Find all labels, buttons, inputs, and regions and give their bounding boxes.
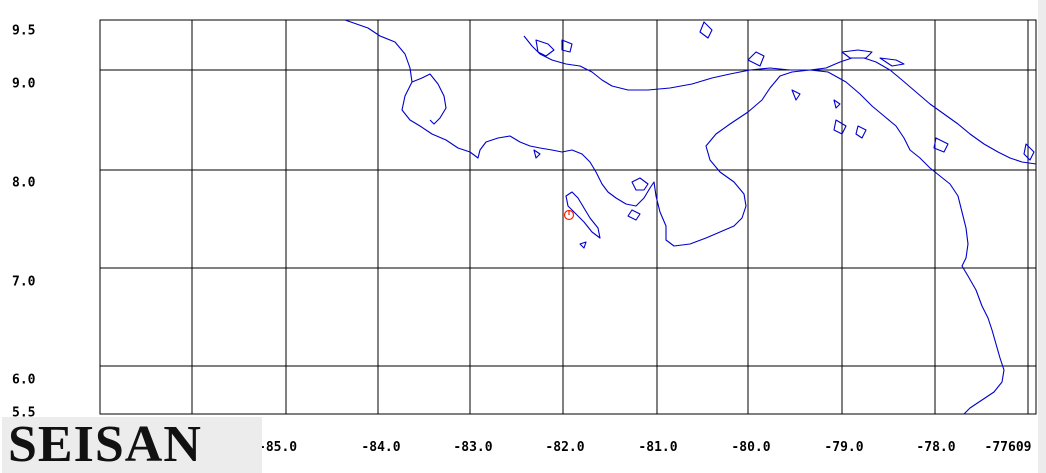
meridian-lines bbox=[191, 20, 1029, 414]
coastline-island bbox=[791, 89, 801, 101]
longitude-label: -80.0 bbox=[731, 440, 771, 455]
parallel-lines bbox=[100, 69, 1036, 367]
latitude-label: 9.0 bbox=[12, 76, 36, 92]
coastline bbox=[344, 19, 1037, 415]
longitude-label: -78.0 bbox=[916, 440, 956, 455]
coastline-island bbox=[631, 177, 649, 191]
coastline-island bbox=[1023, 143, 1035, 161]
coastline-azuero bbox=[565, 191, 601, 239]
coastline-island bbox=[933, 137, 949, 153]
latitude-label: 5.5 bbox=[12, 405, 36, 421]
longitude-label: -79.0 bbox=[824, 440, 864, 455]
coastline-island bbox=[833, 119, 847, 135]
latitude-label: 7.0 bbox=[12, 274, 36, 290]
coastline-island bbox=[747, 51, 765, 67]
coastline-island bbox=[879, 57, 905, 67]
longitude-label: -82.0 bbox=[545, 440, 585, 455]
longitude-label: -84.0 bbox=[361, 440, 401, 455]
seisan-logo: SEISAN bbox=[2, 417, 262, 473]
coastline-island bbox=[561, 39, 573, 53]
latitude-label: 8.0 bbox=[12, 175, 36, 191]
coastline-island bbox=[833, 99, 841, 109]
longitude-label: -81.0 bbox=[638, 440, 678, 455]
window-edge bbox=[1038, 0, 1046, 473]
coastline-pacific bbox=[344, 19, 1005, 415]
latitude-label: 6.0 bbox=[12, 372, 36, 388]
coastline-island bbox=[535, 39, 555, 57]
map-frame bbox=[99, 19, 1037, 415]
longitude-label: -85.0 bbox=[258, 440, 298, 455]
coastline-island bbox=[533, 149, 541, 159]
coastline-island bbox=[627, 209, 641, 221]
coastline-island bbox=[579, 241, 587, 249]
coastline-island bbox=[699, 21, 713, 39]
coastline-island bbox=[855, 125, 867, 139]
longitude-label: -83.0 bbox=[453, 440, 493, 455]
longitude-label: -77609 bbox=[984, 440, 1032, 455]
event-marker[interactable] bbox=[563, 209, 575, 221]
latitude-label: 9.5 bbox=[12, 23, 36, 39]
coastline-caribbean bbox=[523, 35, 1037, 165]
coastline-island bbox=[841, 49, 873, 59]
coastline-nicoya bbox=[411, 73, 447, 125]
